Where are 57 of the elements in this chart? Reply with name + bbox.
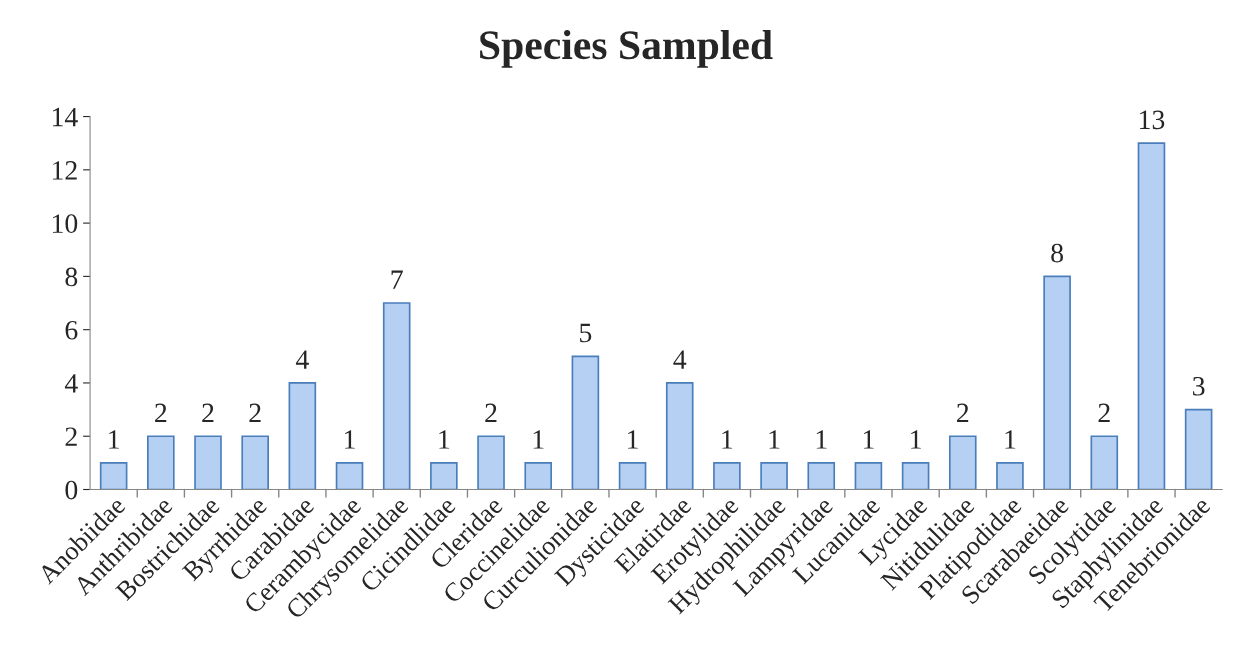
data-label: 4: [295, 350, 309, 369]
bar: [288, 382, 317, 490]
data-label: 1: [911, 430, 921, 449]
bar: [665, 382, 694, 490]
bar: [524, 462, 553, 490]
y-tick-label: 0: [65, 480, 78, 500]
data-label: 2: [202, 403, 214, 422]
y-tick-label: 14: [52, 107, 78, 127]
data-label: 13: [1140, 110, 1165, 130]
data-label: 1: [769, 430, 780, 449]
y-tick-label: 10: [52, 214, 78, 234]
data-label: 3: [1193, 376, 1205, 396]
bar: [430, 462, 458, 490]
data-label: 5: [580, 323, 592, 343]
data-label: 1: [439, 430, 450, 449]
bar: [477, 435, 505, 490]
bar: [618, 462, 647, 490]
bar: [901, 462, 930, 490]
bar: [996, 462, 1024, 490]
y-tick-label: 6: [65, 320, 78, 340]
data-label: 2: [485, 403, 497, 422]
data-label: 4: [673, 350, 687, 369]
bar: [99, 462, 128, 490]
y-tick-label: 2: [65, 427, 77, 446]
data-label: 1: [345, 430, 355, 449]
data-label: 1: [816, 430, 827, 449]
data-label: 1: [109, 430, 119, 449]
bar: [948, 435, 977, 490]
bar: [807, 462, 836, 490]
bar: [241, 435, 269, 490]
data-label: 1: [628, 430, 638, 449]
y-tick-label: 12: [52, 161, 77, 180]
data-label: 2: [249, 403, 261, 422]
bar: [335, 462, 364, 490]
bar: [194, 435, 222, 490]
y-tick-label: 4: [64, 374, 78, 393]
data-label: 1: [722, 430, 733, 449]
data-label: 1: [533, 430, 544, 449]
bar: [854, 462, 883, 490]
bar: [382, 302, 411, 490]
bar: [147, 435, 175, 490]
bar: [713, 462, 741, 490]
data-label: 2: [155, 403, 167, 422]
data-label: 2: [957, 403, 969, 422]
chart-title: Species Sampled: [480, 29, 773, 68]
data-label: 1: [863, 430, 874, 449]
bar: [1137, 142, 1166, 490]
bar: [1090, 435, 1119, 490]
data-label: 7: [391, 270, 403, 289]
bar: [1043, 275, 1071, 490]
bar: [1184, 408, 1213, 490]
bar: [571, 355, 600, 490]
bar: [760, 462, 788, 490]
data-label: 2: [1098, 403, 1110, 422]
data-label: 8: [1051, 243, 1064, 263]
data-label: 1: [1005, 430, 1016, 449]
y-tick-label: 8: [65, 267, 78, 287]
